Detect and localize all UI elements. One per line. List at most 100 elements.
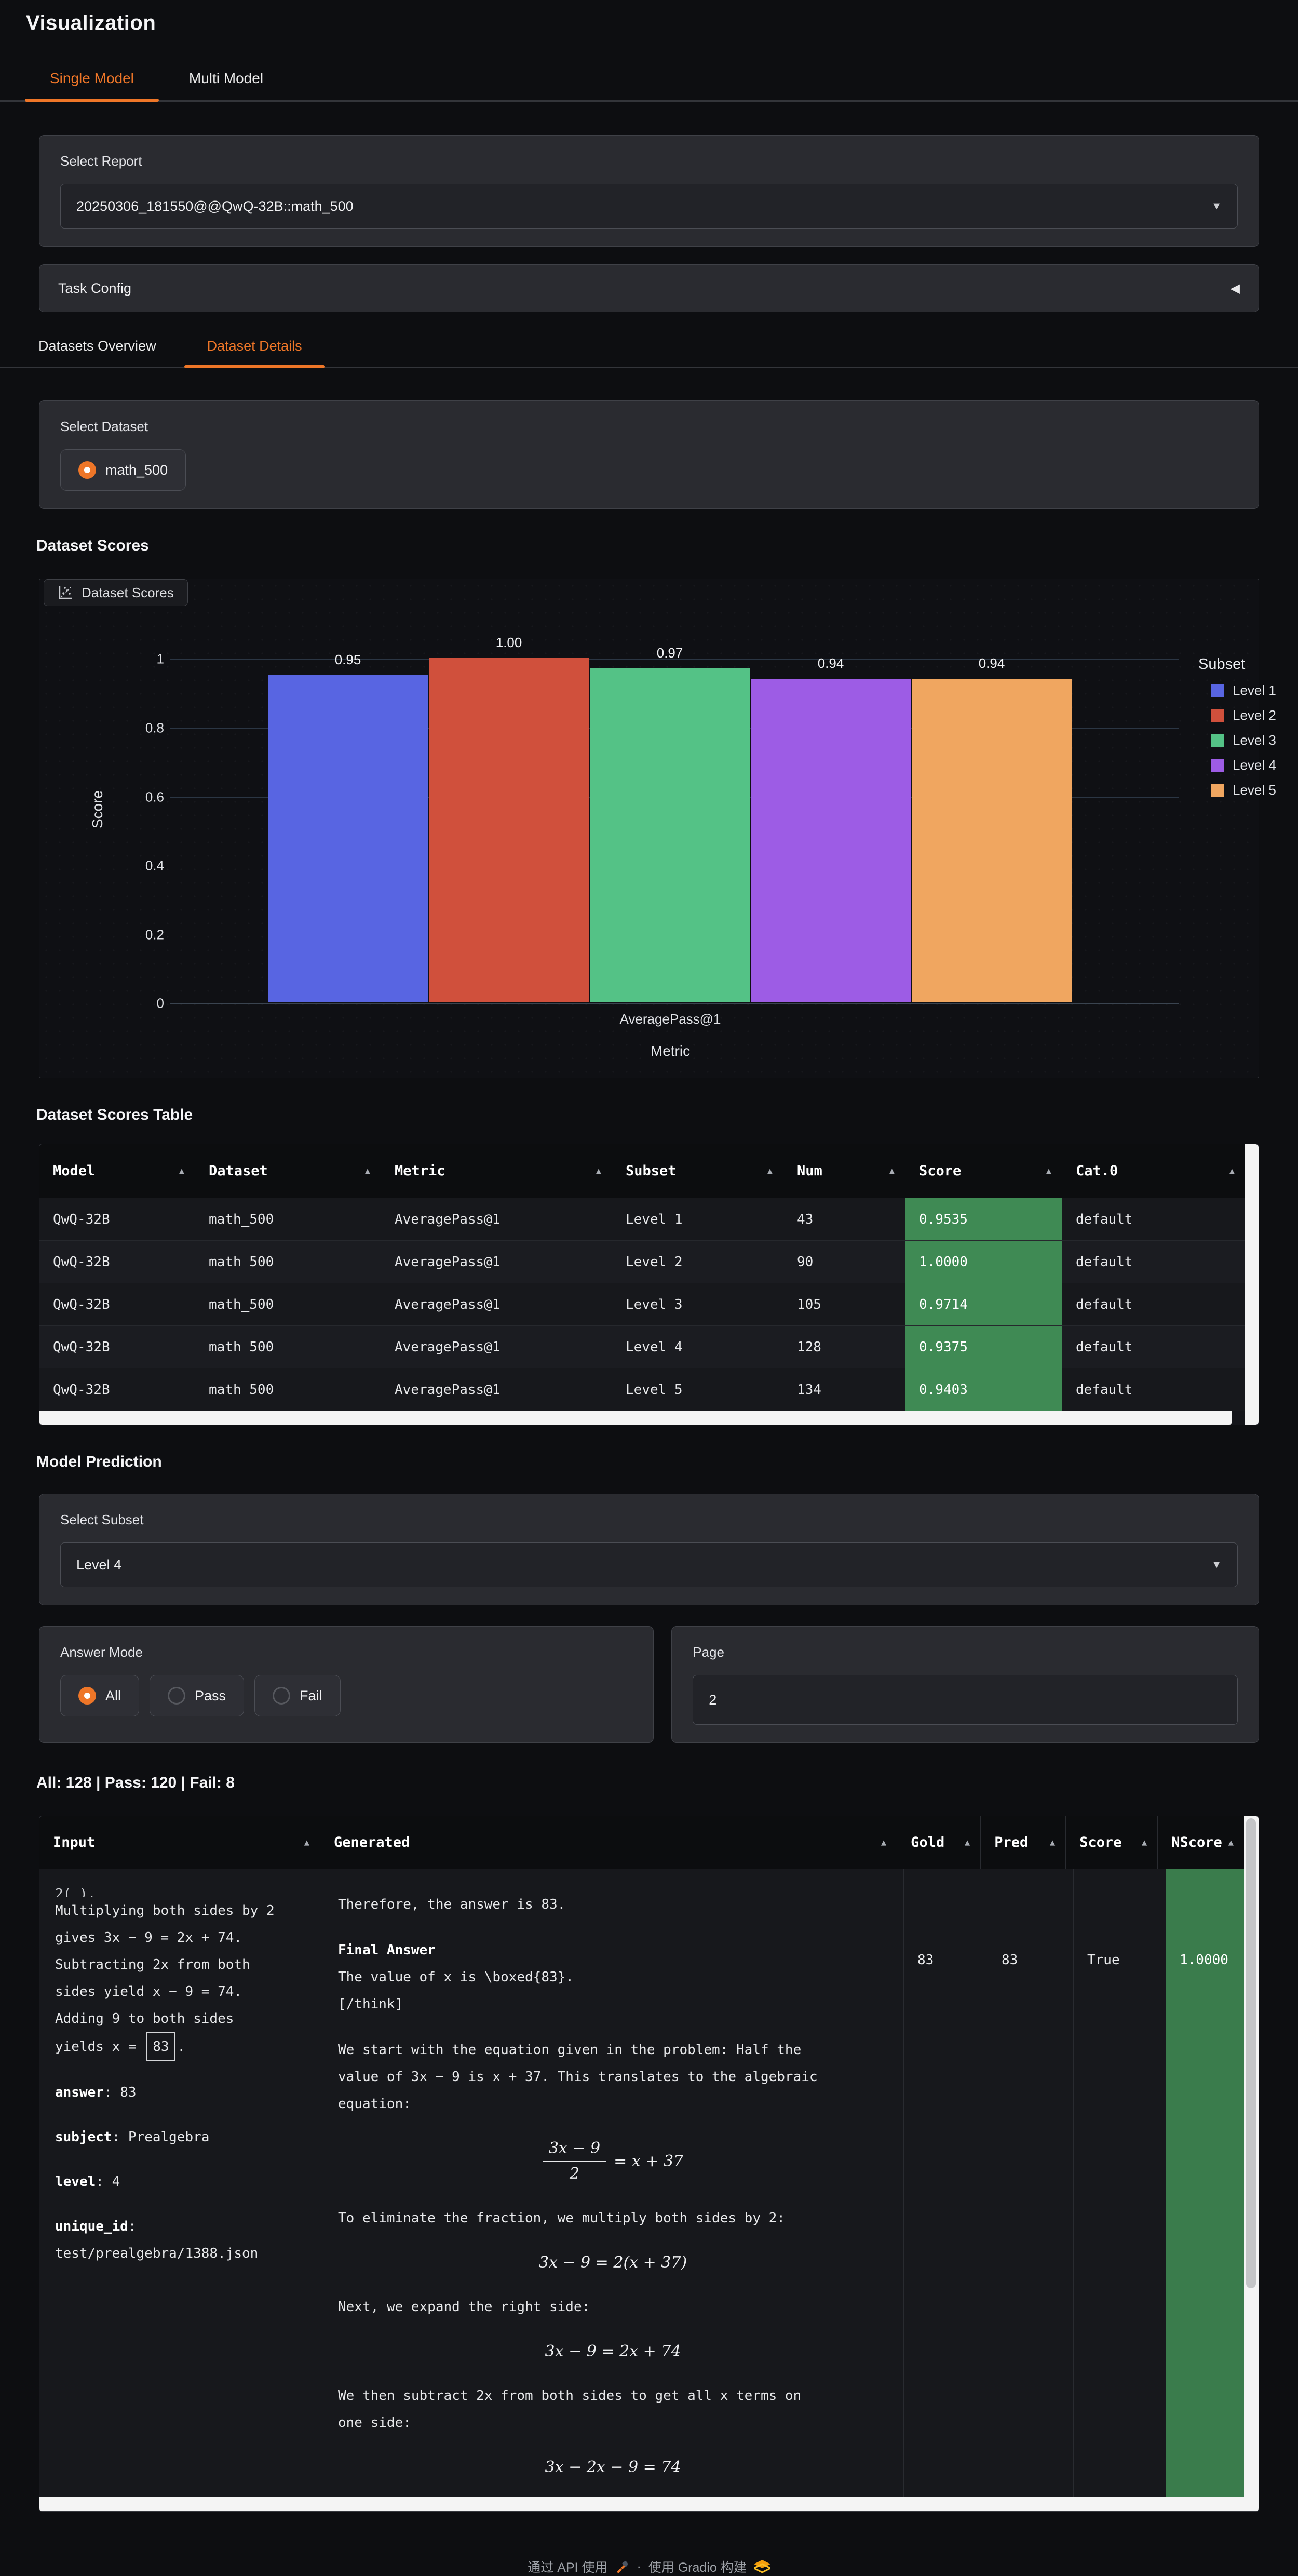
legend-swatch <box>1211 683 1224 697</box>
scrollbar-thumb[interactable] <box>1246 1818 1256 2288</box>
sort-asc-icon[interactable]: ▲ <box>767 1165 773 1176</box>
col-header-input[interactable]: Input ▲ <box>39 1816 320 1869</box>
vertical-scrollbar[interactable] <box>1244 1816 1259 2511</box>
radio-selected-icon <box>78 1687 96 1705</box>
sort-asc-icon[interactable]: ▲ <box>881 1837 887 1848</box>
input-line: gives 3x − 9 = 2x + 74. <box>55 1930 242 1946</box>
col-header-num[interactable]: Num ▲ <box>783 1144 905 1198</box>
sort-asc-icon[interactable]: ▲ <box>1228 1837 1234 1848</box>
table-row[interactable]: QwQ-32B math_500 AveragePass@1 Level 3 1… <box>39 1283 1245 1326</box>
col-header-dataset[interactable]: Dataset ▲ <box>195 1144 381 1198</box>
cell-cat0: default <box>1076 1211 1133 1227</box>
tab-single-model[interactable]: Single Model <box>25 62 159 102</box>
equation: 3x − 2x − 9 = 74 <box>545 2458 681 2476</box>
equation: 3x − 9 = 2x + 74 <box>545 2342 681 2360</box>
cell-pred: 83 <box>988 1869 1074 2511</box>
api-plug-icon <box>617 2560 628 2573</box>
tab-datasets-overview[interactable]: Datasets Overview <box>38 338 156 354</box>
table-row[interactable]: QwQ-32B math_500 AveragePass@1 Level 2 9… <box>39 1241 1245 1283</box>
sort-asc-icon[interactable]: ▲ <box>1046 1165 1051 1176</box>
col-header-cat0[interactable]: Cat.0 ▲ <box>1076 1163 1235 1179</box>
footer-separator: · <box>637 2559 641 2574</box>
table-row[interactable]: QwQ-32B math_500 AveragePass@1 Level 5 1… <box>39 1369 1245 1411</box>
col-header-metric[interactable]: Metric ▲ <box>381 1144 612 1198</box>
equation: 3x − 9 = 2(x + 37) <box>538 2253 687 2272</box>
cell-cat0: default <box>1076 1296 1133 1312</box>
horizontal-scrollbar[interactable] <box>39 1411 1232 1425</box>
sort-asc-icon[interactable]: ▲ <box>364 1165 370 1176</box>
answer-mode-all[interactable]: All <box>60 1675 140 1716</box>
bar-value-label: 0.94 <box>817 655 844 671</box>
sort-asc-icon[interactable]: ▲ <box>1229 1165 1235 1176</box>
legend-item-level-2[interactable]: Level 2 <box>1198 707 1276 723</box>
input-line: Subtracting 2x from both <box>55 1957 250 1973</box>
table-row[interactable]: QwQ-32B math_500 AveragePass@1 Level 4 1… <box>39 1326 1245 1369</box>
col-header-score[interactable]: Score ▲ <box>905 1144 1062 1198</box>
legend-swatch <box>1211 708 1224 722</box>
gradio-footer: 通过 API 使用 · 使用 Gradio 构建 <box>0 2557 1298 2576</box>
tab-multi-model[interactable]: Multi Model <box>188 70 264 86</box>
sort-asc-icon[interactable]: ▲ <box>596 1165 601 1176</box>
select-subset-label: Select Subset <box>60 1512 144 1527</box>
col-header-gold[interactable]: Gold ▲ <box>897 1816 981 1869</box>
vertical-scrollbar[interactable] <box>1245 1144 1259 1425</box>
input-field-level: level: 4 <box>55 2174 120 2190</box>
col-header-model[interactable]: Model ▲ <box>39 1144 195 1198</box>
horizontal-scrollbar[interactable] <box>39 2497 1244 2511</box>
prediction-row[interactable]: 2( ), Multiplying both sides by 2 gives … <box>39 1869 1244 2511</box>
y-tick: 0 <box>156 995 164 1011</box>
task-config-accordion[interactable]: Task Config ◀ <box>39 264 1259 312</box>
use-via-api-link[interactable]: 通过 API 使用 <box>528 2560 608 2575</box>
sort-asc-icon[interactable]: ▲ <box>889 1165 895 1176</box>
model-prediction-heading: Model Prediction <box>36 1453 162 1470</box>
generated-line: Next, we expand the right side: <box>338 2299 590 2315</box>
select-dataset-label: Select Dataset <box>60 419 148 434</box>
page-input[interactable]: 2 <box>693 1675 1238 1725</box>
cell-subset: Level 4 <box>612 1326 783 1368</box>
sort-asc-icon[interactable]: ▲ <box>179 1165 184 1176</box>
subset-dropdown[interactable]: Level 4 ▼ <box>60 1542 1238 1587</box>
sort-asc-icon[interactable]: ▲ <box>1050 1837 1056 1848</box>
legend-swatch <box>1211 733 1224 747</box>
equation-fraction: 3x − 9 2 = x + 37 <box>338 2139 888 2183</box>
answer-mode-fail[interactable]: Fail <box>254 1675 341 1716</box>
col-header-pred[interactable]: Pred ▲ <box>981 1816 1066 1869</box>
generated-line: To eliminate the fraction, we multiply b… <box>338 2210 785 2226</box>
answer-mode-pass[interactable]: Pass <box>150 1675 245 1716</box>
input-line: sides yield x − 9 = 74. <box>55 1984 242 2000</box>
generated-line: Therefore, the answer is 83. <box>338 1897 566 1912</box>
sort-asc-icon[interactable]: ▲ <box>304 1837 309 1848</box>
sort-asc-icon[interactable]: ▲ <box>964 1837 970 1848</box>
table-header-row: Model ▲ Dataset ▲ Metric ▲ Subset ▲ Num ▲ Sco… <box>39 1144 1245 1198</box>
col-header-generated[interactable]: Generated ▲ <box>320 1816 898 1869</box>
col-header-score[interactable]: Score ▲ <box>1066 1816 1158 1869</box>
legend-item-level-1[interactable]: Level 1 <box>1198 682 1276 699</box>
legend-item-level-5[interactable]: Level 5 <box>1198 782 1276 798</box>
col-header-subset[interactable]: Subset ▲ <box>612 1144 783 1198</box>
cell-model: QwQ-32B <box>39 1241 195 1283</box>
cell-subset: Level 1 <box>612 1198 783 1240</box>
legend-label: Level 3 <box>1233 732 1276 748</box>
table-row[interactable]: QwQ-32B math_500 AveragePass@1 Level 1 4… <box>39 1198 1245 1241</box>
generated-line: [/think] <box>338 1996 403 2012</box>
legend-item-level-3[interactable]: Level 3 <box>1198 732 1276 748</box>
legend-item-level-4[interactable]: Level 4 <box>1198 757 1276 773</box>
dataset-radio-math-500[interactable]: math_500 <box>60 449 186 491</box>
chart-tab-button[interactable]: Dataset Scores <box>44 579 188 606</box>
built-with-gradio-link[interactable]: 使用 Gradio 构建 <box>648 2560 747 2575</box>
cell-model: QwQ-32B <box>39 1326 195 1368</box>
bar <box>590 668 750 1002</box>
generated-line: We start with the equation given in the … <box>338 2042 802 2058</box>
tab-dataset-details[interactable]: Dataset Details <box>184 331 325 368</box>
col-header-nscore[interactable]: NScore ▲ <box>1171 1834 1234 1850</box>
counts-summary: All: 128 | Pass: 120 | Fail: 8 <box>36 1774 235 1791</box>
cell-num: 105 <box>783 1283 905 1325</box>
y-tick: 0.2 <box>145 927 164 943</box>
cell-score: 1.0000 <box>905 1241 1062 1283</box>
generated-line: equation: <box>338 2096 411 2112</box>
sort-asc-icon[interactable]: ▲ <box>1141 1837 1147 1848</box>
cell-nscore: 1.0000 <box>1166 1869 1244 2511</box>
prediction-header-row: Input ▲ Generated ▲ Gold ▲ Pred ▲ Score ▲ NSc… <box>39 1816 1244 1869</box>
cell-model: QwQ-32B <box>39 1198 195 1240</box>
report-dropdown[interactable]: 20250306_181550@@QwQ-32B::math_500 ▼ <box>60 184 1238 229</box>
